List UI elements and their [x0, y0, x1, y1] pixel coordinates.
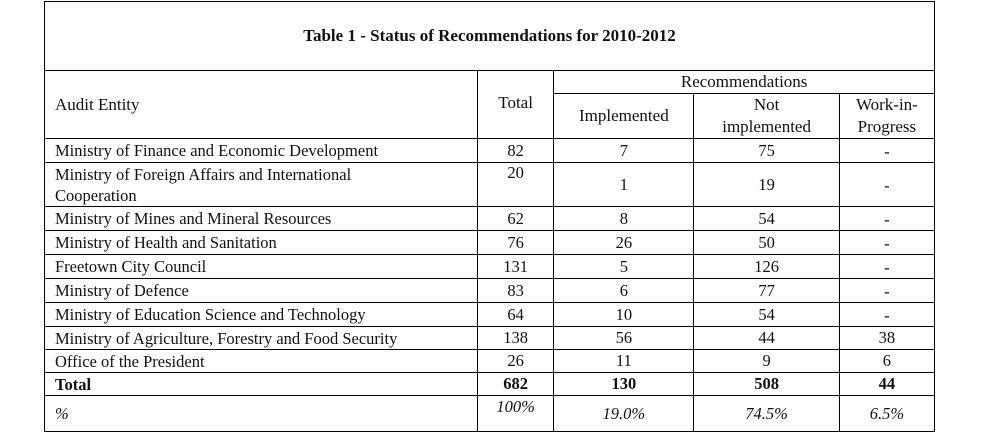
- table-row: Ministry of Defence 83 6 77 -: [44, 278, 936, 303]
- cell-wip: -: [838, 254, 936, 279]
- table-row: Ministry of Agriculture, Forestry and Fo…: [44, 326, 936, 350]
- cell-total: 82: [476, 138, 555, 163]
- total-label: Total: [44, 372, 478, 396]
- cell-implemented: 11: [553, 349, 695, 373]
- subheader-row: Implemented Not implemented Work-in- Pro…: [45, 93, 936, 139]
- cell-implemented: 10: [553, 302, 695, 327]
- cell-implemented: 5: [553, 254, 695, 279]
- cell-wip: -: [838, 162, 936, 207]
- cell-entity-line1: Ministry of Foreign Affairs and Internat…: [55, 164, 352, 184]
- table-row: Ministry of Education Science and Techno…: [44, 302, 936, 327]
- cell-wip: 38: [838, 326, 936, 350]
- cell-total: 138: [476, 326, 555, 350]
- table-row: Ministry of Foreign Affairs and Internat…: [44, 162, 936, 207]
- cell-total: 20: [476, 162, 555, 207]
- header-work-in-progress: Work-in- Progress: [838, 93, 936, 139]
- total-implemented: 130: [553, 372, 695, 396]
- header-not-implemented: Not implemented: [693, 93, 840, 139]
- cell-entity: Ministry of Education Science and Techno…: [44, 302, 478, 327]
- recommendations-table: Audit Entity Total Recommendations Imple…: [44, 70, 936, 432]
- cell-implemented: 7: [553, 138, 695, 163]
- cell-entity: Ministry of Mines and Mineral Resources: [44, 206, 478, 231]
- cell-entity: Freetown City Council: [44, 254, 478, 279]
- cell-total: 131: [476, 254, 555, 279]
- percent-row: % 100% 19.0% 74.5% 6.5%: [44, 395, 936, 432]
- table-row: Ministry of Mines and Mineral Resources …: [44, 206, 936, 231]
- cell-wip: -: [838, 302, 936, 327]
- cell-not-implemented: 77: [693, 278, 840, 303]
- cell-total: 83: [476, 278, 555, 303]
- cell-wip: -: [838, 230, 936, 255]
- cell-entity-line2: Cooperation: [55, 185, 137, 205]
- cell-not-implemented: 9: [693, 349, 840, 373]
- percent-wip: 6.5%: [838, 395, 936, 432]
- table-title: Table 1 - Status of Recommendations for …: [44, 1, 935, 70]
- cell-implemented: 56: [553, 326, 695, 350]
- cell-entity: Ministry of Defence: [44, 278, 478, 303]
- cell-implemented: 8: [553, 206, 695, 231]
- cell-total: 64: [476, 302, 555, 327]
- cell-entity: Ministry of Agriculture, Forestry and Fo…: [44, 326, 478, 350]
- percent-total: 100%: [476, 395, 555, 432]
- cell-implemented: 26: [553, 230, 695, 255]
- table-row: Freetown City Council 131 5 126 -: [44, 254, 936, 279]
- cell-wip: 6: [838, 349, 936, 373]
- header-recommendations: Recommendations: [553, 70, 935, 94]
- header-not-implemented-line1: Not: [753, 95, 780, 114]
- cell-not-implemented: 50: [693, 230, 840, 255]
- header-wip-line1: Work-in-: [855, 95, 918, 114]
- header-row: Audit Entity Total Recommendations: [44, 70, 935, 139]
- cell-not-implemented: 126: [693, 254, 840, 279]
- header-audit-entity: Audit Entity: [44, 70, 478, 139]
- header-not-implemented-line2: implemented: [722, 117, 811, 136]
- cell-total: 62: [476, 206, 555, 231]
- table-row: Ministry of Finance and Economic Develop…: [44, 138, 936, 163]
- total-wip: 44: [838, 372, 936, 396]
- total-not-implemented: 508: [693, 372, 840, 396]
- header-wip-line2: Progress: [857, 117, 917, 136]
- cell-wip: -: [838, 206, 936, 231]
- total-row: Total 682 130 508 44: [44, 372, 936, 396]
- cell-not-implemented: 54: [693, 206, 840, 231]
- recommendations-table-figure: Table 1 - Status of Recommendations for …: [44, 1, 936, 432]
- header-implemented: Implemented: [553, 93, 695, 139]
- cell-entity: Ministry of Finance and Economic Develop…: [44, 138, 478, 163]
- cell-entity: Ministry of Foreign Affairs and Internat…: [44, 162, 478, 207]
- cell-entity: Ministry of Health and Sanitation: [44, 230, 478, 255]
- table-row: Ministry of Health and Sanitation 76 26 …: [44, 230, 936, 255]
- percent-not-implemented: 74.5%: [693, 395, 840, 432]
- percent-label: %: [44, 395, 478, 432]
- table-row: Office of the President 26 11 9 6: [44, 349, 936, 373]
- cell-implemented: 6: [553, 278, 695, 303]
- cell-total: 26: [476, 349, 555, 373]
- header-total: Total: [476, 70, 555, 139]
- cell-not-implemented: 54: [693, 302, 840, 327]
- cell-total: 76: [476, 230, 555, 255]
- cell-implemented: 1: [553, 162, 695, 207]
- cell-wip: -: [838, 278, 936, 303]
- cell-not-implemented: 19: [693, 162, 840, 207]
- cell-wip: -: [838, 138, 936, 163]
- total-total: 682: [476, 372, 555, 396]
- cell-not-implemented: 44: [693, 326, 840, 350]
- cell-not-implemented: 75: [693, 138, 840, 163]
- cell-entity: Office of the President: [44, 349, 478, 373]
- percent-implemented: 19.0%: [553, 395, 695, 432]
